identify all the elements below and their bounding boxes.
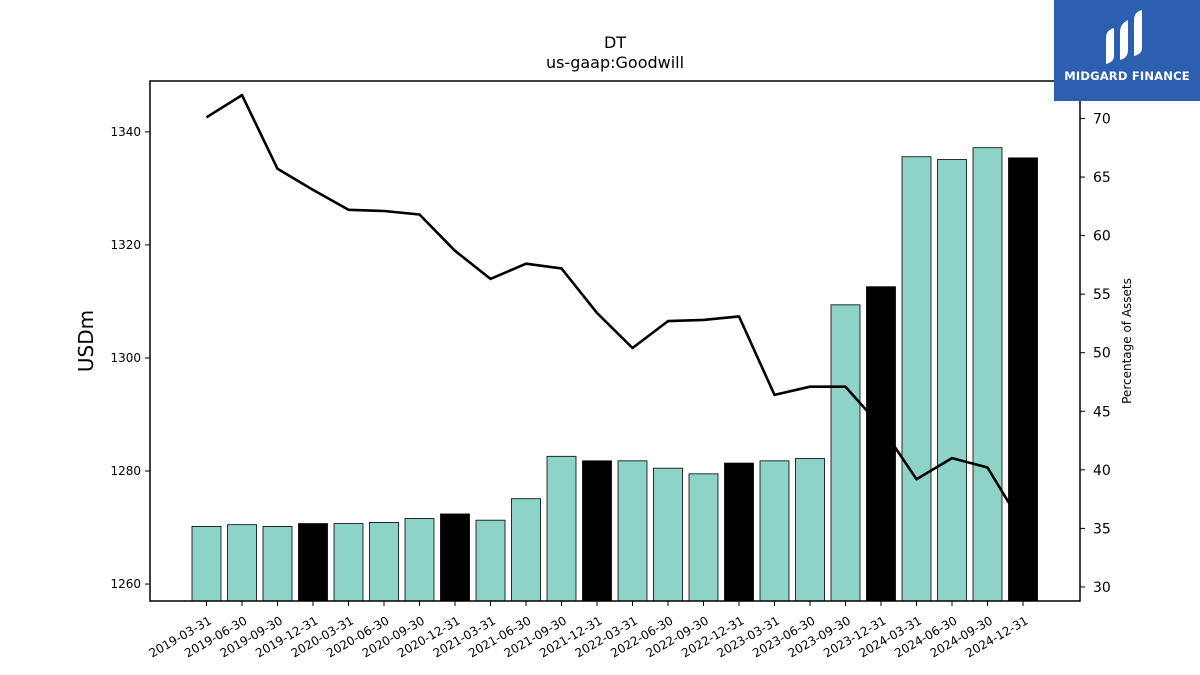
y2-tick-label: 40 <box>1093 463 1111 479</box>
y2-tick-label: 60 <box>1093 229 1111 245</box>
logo-mark-icon <box>1106 10 1142 64</box>
bar-2024-06-30 <box>937 159 967 602</box>
y-tick-label: 1320 <box>110 238 141 252</box>
y2-tick-label: 50 <box>1093 346 1111 362</box>
bar-2020-12-31 <box>440 513 470 602</box>
bar-2019-12-31 <box>298 523 328 602</box>
bar-2024-03-31 <box>901 156 932 602</box>
bar-2019-06-30 <box>227 524 257 602</box>
bar-2023-06-30 <box>795 458 825 602</box>
y-tick-label: 1260 <box>110 577 141 591</box>
bar-2023-12-31 <box>866 286 896 602</box>
chart-title: DT <box>604 33 626 52</box>
bar-2021-03-31 <box>475 519 506 602</box>
plot-frame <box>149 80 1081 602</box>
y-tick-label: 1300 <box>110 351 141 365</box>
percentage-of-assets-line <box>205 93 1025 527</box>
bar-2021-06-30 <box>511 498 541 602</box>
y-tick-label: 1280 <box>110 464 141 478</box>
bar-2024-12-31 <box>1008 157 1038 602</box>
y2-tick-label: 45 <box>1093 404 1111 420</box>
y-tick-label: 1340 <box>110 125 141 139</box>
y2-tick-label: 55 <box>1093 287 1111 303</box>
bar-2021-12-31 <box>582 460 612 602</box>
chart-subtitle: us-gaap:Goodwill <box>546 53 684 72</box>
bar-2021-09-30 <box>546 455 577 602</box>
bar-2019-03-31 <box>191 525 222 602</box>
bar-2020-06-30 <box>369 522 399 602</box>
bar-2022-03-31 <box>617 460 648 602</box>
bar-2022-12-31 <box>724 462 754 602</box>
bar-2020-03-31 <box>333 523 364 602</box>
bar-2020-09-30 <box>404 518 435 602</box>
bar-2023-09-30 <box>830 304 861 602</box>
brand-logo: MIDGARD FINANCE <box>1054 0 1200 101</box>
bar-2022-09-30 <box>688 473 719 602</box>
logo-text: MIDGARD FINANCE <box>1064 69 1190 83</box>
bar-2022-06-30 <box>653 467 683 602</box>
bar-2023-03-31 <box>759 460 790 602</box>
y2-tick-label: 30 <box>1093 580 1111 596</box>
y-axis-label: USDm <box>74 310 98 372</box>
bar-2019-09-30 <box>262 525 293 602</box>
y2-tick-label: 65 <box>1093 170 1111 186</box>
bar-2024-09-30 <box>972 147 1003 602</box>
y2-tick-label: 70 <box>1093 111 1111 127</box>
y2-tick-label: 35 <box>1093 521 1111 537</box>
y2-axis-label: Percentage of Assets <box>1120 278 1134 404</box>
